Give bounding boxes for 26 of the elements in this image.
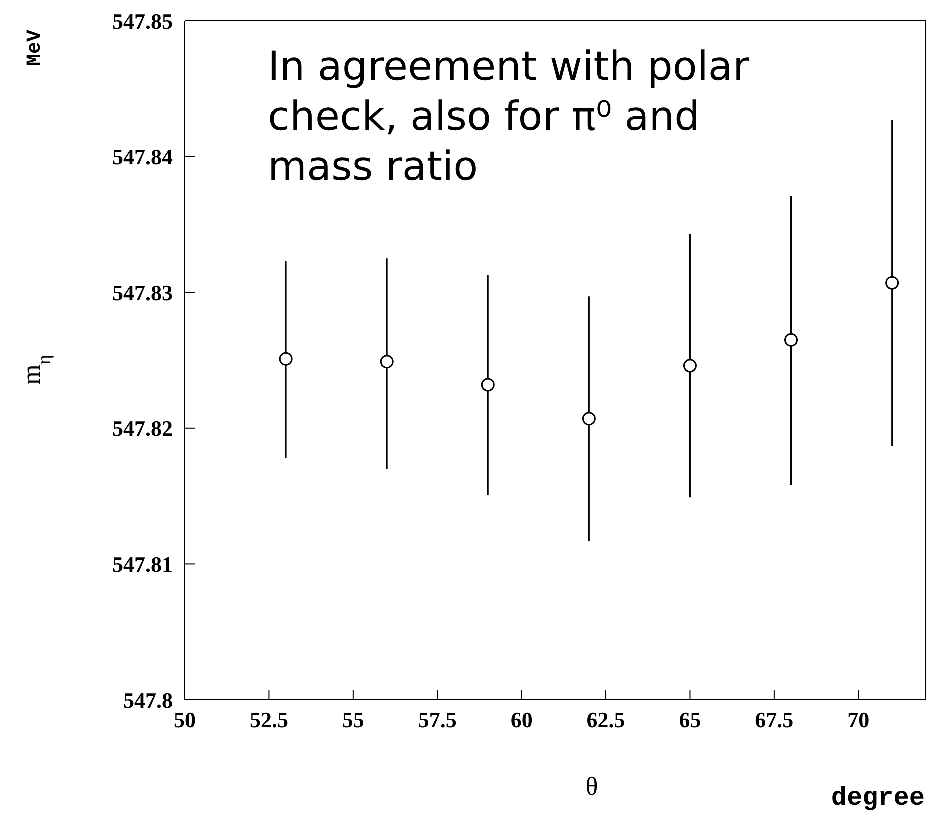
y-tick-label: 547.85 <box>112 8 173 34</box>
x-tick-label: 55 <box>342 708 364 733</box>
point <box>481 378 495 392</box>
x-tick-label: 67.5 <box>755 708 794 733</box>
text: MeV <box>24 30 47 66</box>
x-tick-label: 65 <box>679 708 702 733</box>
point <box>279 352 293 366</box>
x-tick-label: 62.5 <box>586 708 626 733</box>
x-tick-label: 60 <box>510 708 533 733</box>
y-tick-label: 547.81 <box>112 552 173 578</box>
point <box>886 276 900 290</box>
x-axis-title: θ <box>586 772 598 801</box>
x-tick-label: 52.5 <box>250 708 288 733</box>
y-tick-label: 547.82 <box>112 416 173 442</box>
point <box>683 359 697 373</box>
text: degree <box>831 783 925 813</box>
annotation: In agreement with polar check, also for π⁰ and mass ratio <box>268 43 750 192</box>
point <box>582 412 596 426</box>
x-tick-label: 70 <box>848 708 870 733</box>
y-tick-label: 547.84 <box>112 144 173 170</box>
y-tick-label: 547.8 <box>124 688 173 713</box>
x-tick-label: 50 <box>174 708 196 733</box>
point <box>380 355 394 369</box>
point <box>784 333 798 347</box>
y-tick-label: 547.83 <box>112 280 173 306</box>
x-tick-label: 57.5 <box>418 708 457 733</box>
